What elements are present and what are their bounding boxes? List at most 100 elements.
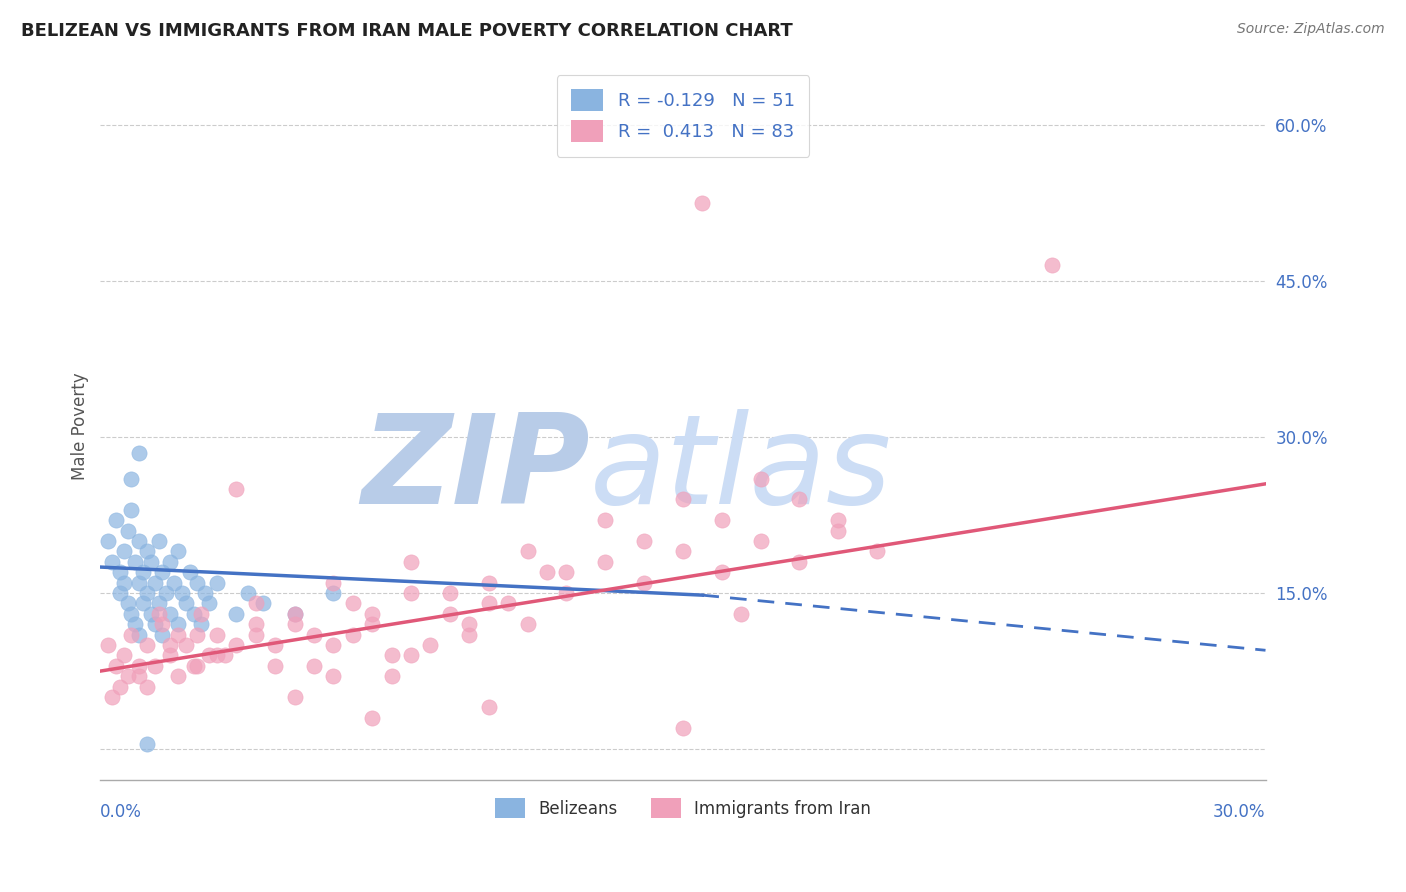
Text: ZIP: ZIP [361, 409, 589, 530]
Point [439, 586, 461, 600]
Point [478, 575, 501, 590]
Point [167, 617, 190, 632]
Point [496, 597, 519, 611]
Point [361, 711, 384, 725]
Point [381, 648, 404, 663]
Point [152, 628, 174, 642]
Point [264, 659, 287, 673]
Point [174, 597, 197, 611]
Point [132, 566, 155, 580]
Point [283, 607, 305, 621]
Point [194, 586, 217, 600]
Point [179, 566, 201, 580]
Text: 0.0%: 0.0% [100, 803, 142, 822]
Point [283, 607, 305, 621]
Point [245, 617, 267, 632]
Point [593, 555, 616, 569]
Point [478, 700, 501, 714]
Text: Source: ZipAtlas.com: Source: ZipAtlas.com [1237, 22, 1385, 37]
Point [1040, 259, 1063, 273]
Point [439, 607, 461, 621]
Point [322, 575, 344, 590]
Point [190, 617, 212, 632]
Point [302, 659, 325, 673]
Point [236, 586, 259, 600]
Point [101, 690, 124, 704]
Point [190, 607, 212, 621]
Point [167, 669, 190, 683]
Point [97, 638, 120, 652]
Point [633, 575, 655, 590]
Point [128, 534, 150, 549]
Point [112, 544, 135, 558]
Point [124, 617, 146, 632]
Point [205, 648, 228, 663]
Point [252, 597, 274, 611]
Point [692, 196, 714, 211]
Point [245, 597, 267, 611]
Point [101, 555, 124, 569]
Point [225, 482, 247, 496]
Point [633, 534, 655, 549]
Point [419, 638, 441, 652]
Point [163, 575, 186, 590]
Point [112, 575, 135, 590]
Point [117, 524, 139, 538]
Point [143, 617, 166, 632]
Point [749, 534, 772, 549]
Point [148, 607, 170, 621]
Text: BELIZEAN VS IMMIGRANTS FROM IRAN MALE POVERTY CORRELATION CHART: BELIZEAN VS IMMIGRANTS FROM IRAN MALE PO… [21, 22, 793, 40]
Point [97, 534, 120, 549]
Point [399, 555, 422, 569]
Point [120, 628, 142, 642]
Point [128, 575, 150, 590]
Point [536, 566, 558, 580]
Point [458, 628, 481, 642]
Text: 30.0%: 30.0% [1213, 803, 1265, 822]
Point [322, 638, 344, 652]
Point [789, 555, 811, 569]
Point [789, 492, 811, 507]
Y-axis label: Male Poverty: Male Poverty [72, 373, 89, 481]
Point [342, 628, 364, 642]
Point [117, 669, 139, 683]
Point [104, 513, 127, 527]
Point [128, 445, 150, 459]
Point [152, 617, 174, 632]
Point [128, 628, 150, 642]
Point [128, 659, 150, 673]
Point [108, 566, 131, 580]
Point [186, 659, 208, 673]
Point [152, 566, 174, 580]
Point [136, 544, 159, 558]
Point [225, 638, 247, 652]
Point [198, 597, 221, 611]
Point [672, 721, 695, 735]
Point [225, 607, 247, 621]
Point [214, 648, 236, 663]
Point [322, 669, 344, 683]
Point [112, 648, 135, 663]
Point [155, 586, 177, 600]
Point [170, 586, 193, 600]
Point [749, 472, 772, 486]
Point [672, 492, 695, 507]
Point [167, 628, 190, 642]
Point [342, 597, 364, 611]
Point [183, 659, 205, 673]
Point [136, 680, 159, 694]
Point [159, 555, 181, 569]
Point [458, 617, 481, 632]
Point [174, 638, 197, 652]
Point [104, 659, 127, 673]
Point [124, 555, 146, 569]
Point [361, 607, 384, 621]
Point [159, 638, 181, 652]
Point [167, 544, 190, 558]
Point [136, 638, 159, 652]
Point [139, 555, 162, 569]
Text: atlas: atlas [589, 409, 891, 530]
Point [283, 617, 305, 632]
Point [866, 544, 889, 558]
Point [672, 544, 695, 558]
